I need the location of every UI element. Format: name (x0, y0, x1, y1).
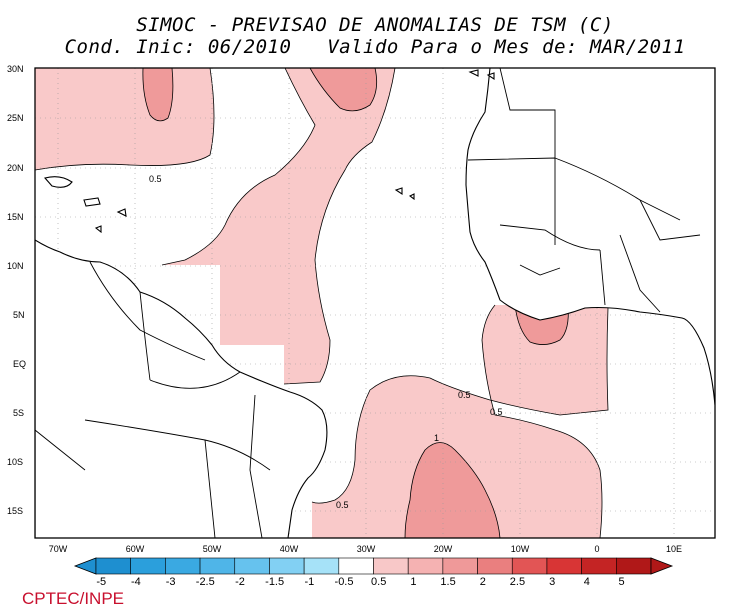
longitude-axis: 70W 60W 50W 40W 30W 20W 10W 0 10E (49, 544, 682, 554)
colorbar-high-arrow (650, 557, 674, 575)
colorbar-labels: -5 -4 -3 -2.5 -2 -1.5 -1 -0.5 0.5 1 1.5 2 2.5 3 4 5 (96, 576, 624, 588)
credit-label: CPTEC/INPE (22, 589, 125, 608)
colorbar-label: 1.5 (440, 576, 455, 588)
colorbar-cell (338, 557, 374, 575)
africa-land (465, 68, 715, 406)
map-subtitle: Cond. Inic: 06/2010 Valido Para o Mes de… (64, 36, 686, 58)
colorbar-cell (199, 557, 236, 575)
map-plot-area (35, 68, 715, 538)
colorbar-label: 0.5 (371, 576, 386, 588)
lat-tick-label: 5S (13, 408, 24, 418)
lon-tick-label: 60W (126, 544, 145, 554)
colorbar-cell (477, 557, 513, 575)
contour-label: 0.5 (336, 500, 349, 510)
colorbar-label: 2 (480, 576, 486, 588)
colorbar-cell (442, 557, 478, 575)
country-borders (35, 68, 701, 538)
latitude-axis: 30N 25N 20N 15N 10N 5N EQ 5S 10S 15S (7, 64, 26, 516)
colorbar-cell (407, 557, 444, 575)
canary-islands (468, 69, 495, 81)
lon-tick-label: 50W (203, 544, 222, 554)
lon-tick-label: 10W (511, 544, 530, 554)
south-america-land (35, 239, 328, 538)
colorbar-label: -4 (131, 576, 141, 588)
map-frame (34, 67, 716, 539)
colorbar-cell (546, 557, 582, 575)
colorbar-label: 3 (549, 576, 555, 588)
lat-tick-label: 15S (7, 506, 23, 516)
colorbar-cell (303, 557, 340, 575)
colorbar: -5 -4 -3 -2.5 -2 -1.5 -1 -0.5 0.5 1 1.5 2 2.5 3 4 5 (73, 557, 674, 588)
caribbean-islands (44, 176, 127, 234)
colorbar-cell (130, 557, 166, 575)
colorbar-cell (511, 557, 548, 575)
colorbar-cell (581, 557, 617, 575)
colorbar-label: 5 (618, 576, 624, 588)
lat-tick-label: 5N (13, 310, 25, 320)
colorbar-label: 4 (584, 576, 590, 588)
lon-tick-label: 70W (49, 544, 68, 554)
colorbar-label: -2 (235, 576, 245, 588)
colorbar-cell (234, 557, 270, 575)
lat-tick-label: 10N (7, 261, 24, 271)
colorbar-cell (95, 557, 131, 575)
lon-tick-label: 40W (280, 544, 299, 554)
lat-tick-label: 30N (7, 64, 24, 74)
lon-tick-label: 20W (434, 544, 453, 554)
colorbar-label: -3 (166, 576, 176, 588)
contour-label: 0.5 (490, 407, 503, 417)
colorbar-cells (95, 557, 652, 575)
colorbar-cell (616, 557, 652, 575)
contour-label: 1 (434, 433, 439, 443)
contour-lines (35, 68, 609, 538)
contour-label: 0.5 (458, 390, 471, 400)
colorbar-label: -5 (96, 576, 106, 588)
lon-tick-label: 10E (666, 544, 682, 554)
lat-tick-label: EQ (13, 359, 26, 369)
colorbar-label: 1 (410, 576, 416, 588)
lat-tick-label: 15N (7, 212, 24, 222)
colorbar-low-arrow (73, 557, 97, 575)
contour-labels: 0.5 0.5 0.5 1 0.5 (149, 174, 503, 510)
colorbar-cell (373, 557, 409, 575)
colorbar-label: -0.5 (335, 576, 354, 588)
coastlines (35, 68, 715, 538)
map-title: SIMOC - PREVISAO DE ANOMALIAS DE TSM (C) (136, 14, 614, 36)
contour-label: 0.5 (149, 174, 162, 184)
colorbar-cell (165, 557, 201, 575)
lon-tick-label: 0 (594, 544, 599, 554)
colorbar-label: 2.5 (510, 576, 525, 588)
colorbar-cell (269, 557, 305, 575)
lat-tick-label: 10S (7, 457, 23, 467)
lat-tick-label: 20N (7, 163, 24, 173)
lon-tick-label: 30W (357, 544, 376, 554)
lat-tick-label: 25N (7, 113, 24, 123)
colorbar-label: -2.5 (196, 576, 215, 588)
colorbar-label: -1 (304, 576, 314, 588)
colorbar-label: -1.5 (265, 576, 284, 588)
cape-verde-islands (394, 187, 415, 201)
